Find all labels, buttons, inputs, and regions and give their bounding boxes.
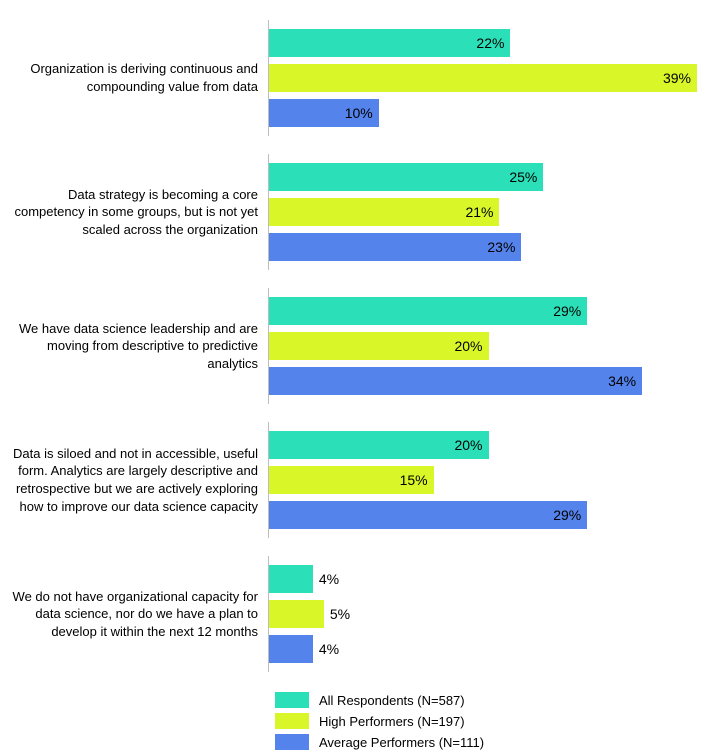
legend-swatch xyxy=(275,713,309,729)
legend-item: High Performers (N=197) xyxy=(275,713,708,729)
bar-row: 29% xyxy=(269,297,708,325)
bar-row: 39% xyxy=(269,64,708,92)
bar-row: 5% xyxy=(269,600,708,628)
legend-label: All Respondents (N=587) xyxy=(319,693,465,708)
bar: 5% xyxy=(269,600,324,628)
category-bars: 4% 5% 4% xyxy=(268,556,708,672)
bar: 29% xyxy=(269,297,587,325)
bar-value-label: 21% xyxy=(465,204,493,220)
bar-row: 29% xyxy=(269,501,708,529)
category-bars: 29% 20% 34% xyxy=(268,288,708,404)
grouped-bar-chart: Organization is deriving continuous and … xyxy=(0,20,708,672)
bar: 21% xyxy=(269,198,499,226)
bar-row: 23% xyxy=(269,233,708,261)
bar: 22% xyxy=(269,29,510,57)
bar: 10% xyxy=(269,99,379,127)
category-bars: 20% 15% 29% xyxy=(268,422,708,538)
bar: 29% xyxy=(269,501,587,529)
bar-value-label: 10% xyxy=(345,105,373,121)
bar: 20% xyxy=(269,431,489,459)
bar-row: 10% xyxy=(269,99,708,127)
legend-label: High Performers (N=197) xyxy=(319,714,465,729)
chart-category-group: Data strategy is becoming a core compete… xyxy=(0,154,708,270)
bar-value-label: 4% xyxy=(319,571,339,587)
bar-row: 25% xyxy=(269,163,708,191)
bar-row: 4% xyxy=(269,635,708,663)
legend-label: Average Performers (N=111) xyxy=(319,735,484,750)
bar-row: 4% xyxy=(269,565,708,593)
bar-value-label: 29% xyxy=(553,507,581,523)
bar-row: 15% xyxy=(269,466,708,494)
bar-row: 20% xyxy=(269,332,708,360)
legend-swatch xyxy=(275,692,309,708)
bar-value-label: 20% xyxy=(454,437,482,453)
category-label: We do not have organizational capacity f… xyxy=(0,588,268,641)
bar-row: 22% xyxy=(269,29,708,57)
bar-value-label: 39% xyxy=(663,70,691,86)
bar-value-label: 29% xyxy=(553,303,581,319)
bar-value-label: 34% xyxy=(608,373,636,389)
bar-value-label: 4% xyxy=(319,641,339,657)
bar: 23% xyxy=(269,233,521,261)
category-bars: 22% 39% 10% xyxy=(268,20,708,136)
bar-value-label: 5% xyxy=(330,606,350,622)
bar-row: 21% xyxy=(269,198,708,226)
bar-value-label: 20% xyxy=(454,338,482,354)
chart-category-group: We have data science leadership and are … xyxy=(0,288,708,404)
bar: 4% xyxy=(269,635,313,663)
bar: 39% xyxy=(269,64,697,92)
bar-value-label: 25% xyxy=(509,169,537,185)
chart-legend: All Respondents (N=587) High Performers (… xyxy=(275,692,708,750)
category-label: Data strategy is becoming a core compete… xyxy=(0,186,268,239)
bar-value-label: 23% xyxy=(487,239,515,255)
bar: 15% xyxy=(269,466,434,494)
bar: 20% xyxy=(269,332,489,360)
legend-item: All Respondents (N=587) xyxy=(275,692,708,708)
category-label: Data is siloed and not in accessible, us… xyxy=(0,445,268,515)
category-label: Organization is deriving continuous and … xyxy=(0,60,268,95)
category-bars: 25% 21% 23% xyxy=(268,154,708,270)
chart-category-group: Data is siloed and not in accessible, us… xyxy=(0,422,708,538)
category-label: We have data science leadership and are … xyxy=(0,320,268,373)
bar: 34% xyxy=(269,367,642,395)
chart-category-group: We do not have organizational capacity f… xyxy=(0,556,708,672)
bar: 4% xyxy=(269,565,313,593)
legend-item: Average Performers (N=111) xyxy=(275,734,708,750)
bar-value-label: 15% xyxy=(400,472,428,488)
legend-swatch xyxy=(275,734,309,750)
bar-row: 20% xyxy=(269,431,708,459)
bar: 25% xyxy=(269,163,543,191)
chart-category-group: Organization is deriving continuous and … xyxy=(0,20,708,136)
bar-row: 34% xyxy=(269,367,708,395)
bar-value-label: 22% xyxy=(476,35,504,51)
